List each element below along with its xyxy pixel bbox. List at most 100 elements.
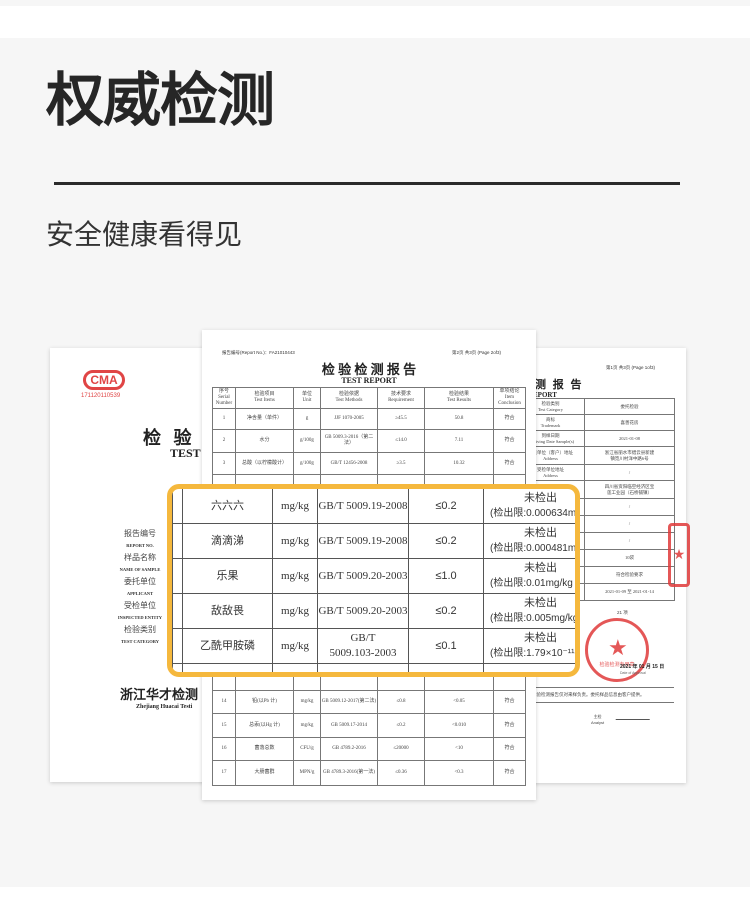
field-label-en: REPORT NO. xyxy=(126,543,154,548)
detection-limit: (检出限:1.79×10⁻¹¹g xyxy=(490,648,580,659)
requirement: ≤1.0 xyxy=(408,558,484,594)
table-cell: JJF 1070-2005 xyxy=(320,408,378,430)
table-cell: 浙江省丽水市缙云县新建 镇笕川村洋中路6号 xyxy=(584,446,675,465)
table-cell: GB 4789.3-2016(第一法) xyxy=(320,760,378,786)
table-cell: ≥45.5 xyxy=(377,408,425,430)
table-cell: / xyxy=(584,532,675,550)
table-cell: ≥3.5 xyxy=(377,452,425,475)
cover-title-en: TEST xyxy=(170,446,201,460)
field-label-cn: 检验类别 xyxy=(124,625,156,634)
report-title-en: TEST REPORT xyxy=(341,376,397,385)
table-cell: / xyxy=(584,515,675,533)
detection-limit: (检出限:0.01mg/kg xyxy=(490,578,573,589)
requirement: ≤0.2 xyxy=(408,489,484,524)
table-cell: 10袋 xyxy=(584,549,675,567)
highlight-row: 乐果 mg/kg GB/T 5009.20-2003 ≤1.0 未检出 (检出限:0.01… xyxy=(172,558,575,594)
table-cell: 2021-01-08 xyxy=(584,430,675,447)
table-cell: 检验依据 Test Methods xyxy=(320,387,378,409)
unit: mg/kg xyxy=(272,489,318,524)
result-status: 未检出 xyxy=(524,527,557,539)
table-cell: 四川省资阳临空经济区宝 莲工业园（石桥铺镇） xyxy=(584,480,675,499)
detection-limit: (检出限:0.005mg/kg xyxy=(490,613,579,624)
stamp-text: 检验检测专用章 xyxy=(599,662,635,668)
bottom-band xyxy=(0,887,750,897)
item-name: 滴滴涕 xyxy=(182,523,273,559)
test-method: GB 5009.185-2016 xyxy=(317,663,409,672)
page-number: 第1页 共3页 (Page 1of3) xyxy=(606,365,656,370)
table-cell: 检验项目 Test Items xyxy=(235,387,294,409)
info-row: 委托单位（客户）地址 Address 浙江省丽水市缙云县新建 镇笕川村洋中路6号 xyxy=(516,446,675,465)
table-cell: GB/T 12456-2008 xyxy=(320,452,378,475)
result: 未检出 (检出限:0.005mg/kg xyxy=(483,593,579,629)
unit: mg/kg xyxy=(272,628,318,664)
report-title-en: EPORT xyxy=(533,391,557,399)
result-status: 未检出 xyxy=(524,562,557,574)
table-cell xyxy=(172,489,183,524)
table-cell xyxy=(172,593,183,629)
item-name: 乐果 xyxy=(182,558,273,594)
report-title: 检 验 检 测 报 告 xyxy=(321,362,417,377)
table-cell: GB 5009.12-2017(第二法) xyxy=(320,690,378,714)
page-number: 第2页 共3页 (Page 2of3) xyxy=(452,350,502,355)
field-label-cn: 委托单位 xyxy=(124,577,156,586)
requirement: ≤0.2 xyxy=(408,593,484,629)
table-cell: 2021-01-09 至 2021-01-14 xyxy=(584,583,675,601)
result: 未检出 (检出限:1.79×10⁻¹¹g xyxy=(483,628,580,664)
table-cell: 7.11 xyxy=(424,429,494,453)
table-cell: <0.05 xyxy=(424,690,494,714)
table-cell: mg/kg xyxy=(293,690,321,714)
highlight-row: 敌敌畏 mg/kg GB/T 5009.20-2003 ≤0.2 未检出 (检出限:0.0… xyxy=(172,593,579,629)
table-row: 3 总酸（以柠檬酸计） g/100g GB/T 12456-2008 ≥3.5 10.32… xyxy=(212,452,526,475)
table-cell: 2 xyxy=(212,429,236,453)
table-cell: 水分 xyxy=(235,429,294,453)
highlight-row: 六六六 mg/kg GB/T 5009.19-2008 ≤0.2 未检出 (检出限:0.0… xyxy=(172,489,575,524)
cover-fields: 报告编号 REPORT NO. 样品名称 NAME OF SAMPLE 委托单位 APPL… xyxy=(100,528,180,648)
table-cell: 总酸（以柠檬酸计） xyxy=(235,452,294,475)
table-cell: 单位 Unit xyxy=(293,387,321,409)
table-cell: ≤20000 xyxy=(377,737,425,761)
company-name: 浙江华才检测 xyxy=(120,687,199,702)
requirement: ≤50 xyxy=(408,663,484,672)
table-cell: 总汞(以Hg 计) xyxy=(235,713,294,738)
item-name: 展青霉素 xyxy=(182,663,273,672)
table-cell: ≤0.8 xyxy=(377,690,425,714)
table-cell: 50.8 xyxy=(424,408,494,430)
table-cell: ≤14.0 xyxy=(377,429,425,453)
info-row: 检验类别 Test Category 委托检验 xyxy=(516,398,675,415)
result: 未检出 (检出限:0.01mg/kg xyxy=(483,558,575,594)
table-cell: 14 xyxy=(212,690,236,714)
page-title: 权威检测 xyxy=(46,68,275,133)
item-count: 21 项 xyxy=(617,610,628,615)
table-cell: 17 xyxy=(212,760,236,786)
table-cell: / xyxy=(584,464,675,481)
table-cell: 符合 xyxy=(493,690,526,714)
test-method: GB/T 5009.19-2008 xyxy=(317,489,409,524)
star-icon: ★ xyxy=(608,635,628,660)
table-cell: g/100g xyxy=(293,429,321,453)
table-cell: CFU/g xyxy=(293,737,321,761)
item-name: 六六六 xyxy=(182,489,273,524)
unit: mg/kg xyxy=(272,593,318,629)
field-label-en: INSPECTED ENTITY xyxy=(117,615,163,620)
requirement: ≤0.1 xyxy=(408,628,484,664)
analyst-label: 主检 Analyst xyxy=(591,714,605,725)
table-cell: 净含量（单件） xyxy=(235,408,294,430)
table-row: 2 水分 g/100g GB 5009.3-2016（第二法） ≤14.0 7.11 符合 xyxy=(212,429,526,453)
report-title: 测 报 告 xyxy=(535,379,584,391)
table-cell: 10.32 xyxy=(424,452,494,475)
table-cell xyxy=(172,663,183,672)
table-row: 16 菌落总数 CFU/g GB 4789.2-2016 ≤20000 <10 符合 xyxy=(212,737,526,761)
table-cell: g xyxy=(293,408,321,430)
table-cell xyxy=(172,558,183,594)
top-band xyxy=(0,6,750,38)
report-number: 报告编号(Report No.)：FA21010443 xyxy=(222,350,295,355)
result-status: 未检出 xyxy=(524,492,557,504)
table-cell: <10 xyxy=(424,737,494,761)
page-subtitle: 安全健康看得见 xyxy=(46,219,243,250)
table-cell: ≤0.2 xyxy=(377,713,425,738)
cma-logo: CMA xyxy=(83,370,125,390)
table-cell: 符合 xyxy=(493,713,526,738)
result: 未检出 (检出限:0.000481mg/ xyxy=(483,523,575,559)
table-cell: 委托检验 xyxy=(584,398,675,415)
